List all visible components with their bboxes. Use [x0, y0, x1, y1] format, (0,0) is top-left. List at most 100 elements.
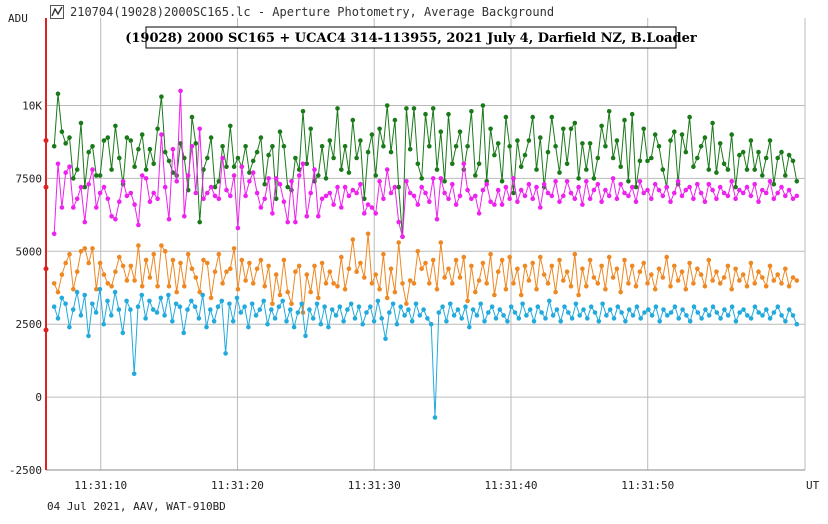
- data-point: [779, 313, 784, 318]
- data-point: [783, 319, 788, 324]
- data-point: [446, 111, 451, 117]
- data-point: [606, 254, 612, 260]
- data-point: [333, 313, 339, 318]
- data-point: [786, 284, 792, 289]
- data-point: [680, 307, 685, 312]
- axes: [45, 18, 805, 471]
- data-point: [737, 310, 742, 315]
- data-point: [687, 114, 692, 120]
- data-point: [63, 301, 68, 307]
- data-point: [109, 284, 114, 289]
- series-line: [53, 289, 798, 418]
- data-point: [299, 301, 305, 307]
- chart-title-box: [145, 26, 677, 49]
- data-point: [316, 295, 321, 301]
- data-point: [235, 225, 241, 231]
- data-point: [200, 292, 205, 298]
- data-point: [473, 289, 478, 295]
- series-layer: [51, 88, 800, 420]
- data-point: [258, 257, 264, 263]
- data-point: [451, 313, 457, 318]
- data-point: [113, 269, 118, 275]
- data-point: [300, 109, 306, 114]
- data-point: [162, 313, 167, 318]
- data-point: [633, 284, 639, 289]
- data-point: [143, 257, 149, 263]
- data-point: [561, 278, 566, 283]
- data-point: [626, 307, 632, 312]
- data-point: [771, 310, 777, 315]
- data-point: [710, 120, 715, 126]
- data-point: [473, 173, 478, 178]
- data-point: [752, 304, 758, 310]
- data-point: [124, 298, 129, 304]
- data-point: [285, 184, 291, 190]
- data-point: [786, 152, 792, 158]
- data-point: [442, 179, 447, 184]
- data-point: [492, 152, 497, 158]
- data-point: [591, 187, 597, 193]
- data-point: [117, 199, 122, 204]
- data-point: [404, 301, 409, 307]
- data-point: [607, 307, 613, 312]
- data-point: [745, 313, 750, 318]
- data-point: [82, 246, 88, 251]
- data-point: [531, 319, 537, 324]
- data-point: [205, 155, 210, 161]
- data-point: [423, 260, 428, 266]
- data-point: [417, 313, 423, 318]
- data-point: [507, 144, 512, 149]
- x-tick-label: 11:31:40: [484, 479, 537, 492]
- data-point: [656, 144, 662, 149]
- data-point: [228, 266, 233, 272]
- data-point: [595, 281, 601, 286]
- data-point: [535, 304, 541, 310]
- data-point: [520, 301, 525, 307]
- data-point: [729, 286, 734, 292]
- data-point: [698, 272, 704, 277]
- data-point: [492, 202, 497, 207]
- data-point: [469, 109, 474, 114]
- data-point: [151, 161, 156, 167]
- data-point: [760, 187, 765, 193]
- data-point: [748, 138, 754, 143]
- data-point: [675, 179, 681, 184]
- data-point: [676, 316, 681, 321]
- data-point: [518, 164, 524, 169]
- data-point: [760, 173, 765, 178]
- data-point: [427, 199, 432, 204]
- data-point: [573, 301, 579, 307]
- data-point: [400, 234, 405, 239]
- data-point: [779, 281, 784, 286]
- axis-marker: [43, 327, 49, 333]
- data-point: [518, 292, 524, 298]
- data-point: [748, 316, 754, 321]
- data-point: [350, 237, 356, 242]
- data-point: [377, 126, 382, 132]
- data-point: [208, 184, 214, 190]
- data-point: [557, 199, 562, 204]
- data-point: [672, 190, 677, 196]
- data-point: [790, 275, 796, 280]
- data-point: [599, 199, 604, 204]
- data-point: [488, 199, 493, 204]
- data-point: [637, 179, 643, 184]
- data-point: [128, 263, 134, 269]
- data-point: [794, 179, 800, 184]
- data-point: [448, 301, 453, 307]
- data-point: [201, 257, 206, 263]
- data-point: [679, 132, 685, 137]
- data-point: [67, 251, 72, 257]
- data-point: [541, 181, 547, 187]
- data-point: [55, 289, 61, 295]
- data-point: [319, 144, 325, 149]
- data-point: [450, 281, 455, 286]
- data-point: [326, 324, 331, 330]
- data-point: [281, 257, 287, 263]
- data-point: [794, 278, 800, 283]
- data-point: [288, 307, 293, 312]
- data-point: [622, 257, 627, 263]
- data-point: [350, 117, 356, 123]
- data-point: [771, 278, 777, 283]
- data-point: [526, 138, 532, 143]
